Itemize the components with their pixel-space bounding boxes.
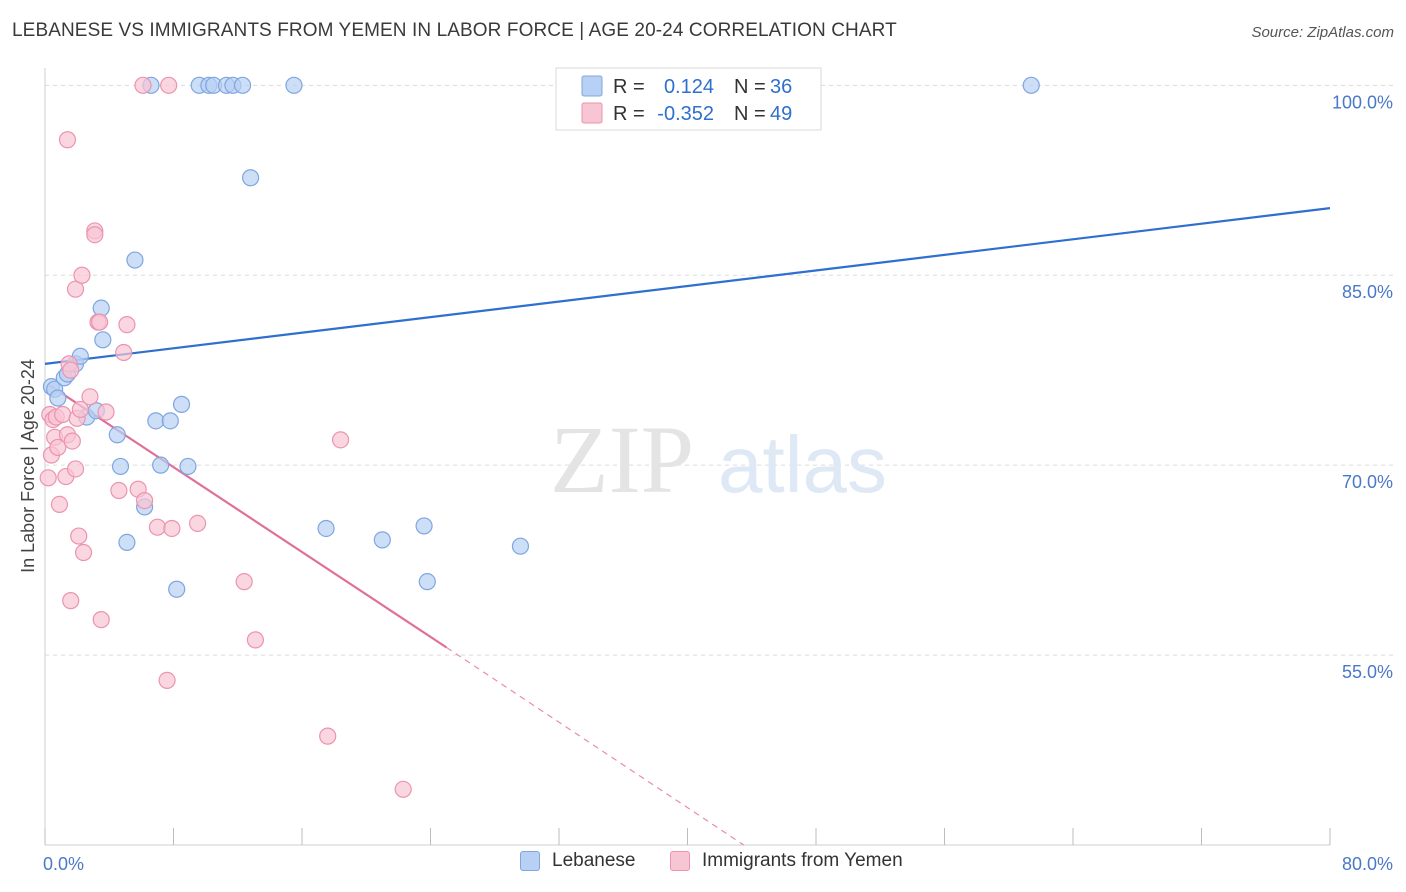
legend-swatch-pink: [581, 102, 603, 124]
point-blue-10: [94, 331, 112, 349]
point-blue-13: [118, 533, 136, 551]
legend-n-label-2: N =: [734, 103, 766, 125]
point-blue-29: [242, 169, 260, 187]
point-blue-17: [147, 412, 165, 430]
trend-line-blue: [44, 207, 1331, 365]
legend-n-value-2: 49: [770, 103, 792, 125]
point-pink-23: [81, 388, 99, 406]
point-pink-37: [158, 671, 176, 690]
point-blue-32: [373, 531, 391, 549]
point-pink-15: [63, 432, 81, 450]
point-pink-0: [39, 469, 57, 487]
point-pink-21: [73, 266, 91, 284]
y-tick-label-85: 85.0%: [1342, 282, 1393, 302]
x-tick-label-80: 80.0%: [1342, 854, 1393, 874]
point-blue-36: [1022, 76, 1040, 94]
legend-r-value-2: -0.352: [657, 103, 714, 125]
point-pink-42: [246, 631, 265, 649]
point-blue-34: [418, 573, 436, 591]
point-pink-34: [135, 492, 154, 510]
point-pink-13: [62, 361, 80, 379]
yemen-swatch: [670, 851, 690, 871]
y-tick-label-55: 55.0%: [1342, 662, 1393, 682]
watermark: ZIP atlas: [550, 406, 887, 513]
tick-labels: 55.0% 70.0% 85.0% 100.0% 0.0% 80.0%: [43, 92, 1393, 874]
point-pink-35: [134, 76, 152, 94]
legend-n-value-1: 36: [770, 76, 792, 98]
y-tick-label-100: 100.0%: [1332, 92, 1393, 112]
point-blue-30: [285, 76, 303, 94]
point-blue-35: [511, 537, 530, 555]
point-pink-43: [319, 727, 337, 745]
point-pink-11: [58, 131, 77, 149]
point-blue-31: [317, 519, 335, 538]
lebanese-swatch: [520, 851, 540, 871]
trend-line-extension-pink: [446, 646, 745, 846]
legend-item-lebanese[interactable]: Lebanese: [520, 850, 635, 872]
point-pink-25: [86, 226, 104, 244]
point-pink-32: [118, 316, 136, 334]
trend-lines: [44, 207, 1331, 846]
legend-swatch-blue: [581, 75, 603, 97]
point-pink-44: [331, 431, 350, 449]
point-pink-41: [235, 573, 253, 591]
correlation-legend: R = 0.124 N = 36 R = -0.352 N = 49: [555, 67, 822, 131]
x-tick-label-0: 0.0%: [43, 854, 84, 874]
point-pink-20: [71, 400, 89, 419]
point-pink-45: [394, 780, 412, 798]
point-pink-31: [115, 343, 133, 362]
point-pink-6: [49, 438, 67, 457]
point-blue-33: [415, 517, 433, 535]
point-blue-21: [172, 395, 191, 413]
point-pink-27: [91, 313, 109, 331]
point-pink-17: [66, 280, 85, 298]
point-pink-30: [110, 481, 128, 500]
point-blue-22: [179, 457, 197, 476]
point-blue-12: [111, 457, 130, 476]
point-blue-11: [108, 426, 126, 444]
legend-r-value-1: 0.124: [664, 76, 714, 98]
point-pink-19: [70, 527, 88, 545]
point-blue-19: [161, 412, 179, 430]
legend-n-label-1: N =: [734, 76, 766, 98]
point-pink-36: [148, 518, 167, 536]
point-pink-14: [62, 592, 80, 610]
point-pink-40: [188, 514, 207, 533]
point-pink-38: [160, 76, 178, 94]
point-pink-29: [97, 403, 115, 421]
y-axis-title: In Labor Force | Age 20-24: [18, 359, 38, 573]
point-blue-18: [152, 456, 170, 474]
point-pink-28: [92, 611, 110, 629]
legend-label-lebanese: Lebanese: [552, 850, 636, 871]
chart-title: LEBANESE VS IMMIGRANTS FROM YEMEN IN LAB…: [12, 20, 897, 41]
point-blue-2: [49, 389, 67, 407]
point-blue-14: [126, 251, 144, 269]
series-legend: Lebanese Immigrants from Yemen: [0, 850, 1406, 880]
trend-line-pink: [49, 384, 448, 649]
legend-r-label-1: R =: [613, 76, 645, 98]
watermark-zip: ZIP: [550, 406, 694, 513]
point-pink-22: [74, 543, 93, 562]
data-points: [39, 76, 1040, 798]
point-blue-20: [168, 580, 186, 598]
legend-label-yemen: Immigrants from Yemen: [702, 850, 903, 871]
point-blue-28: [233, 76, 252, 94]
point-pink-8: [54, 405, 72, 424]
legend-r-label-2: R =: [613, 103, 645, 125]
point-pink-16: [66, 460, 85, 478]
y-tick-label-70: 70.0%: [1342, 472, 1393, 492]
legend-item-yemen[interactable]: Immigrants from Yemen: [670, 850, 903, 872]
point-pink-39: [163, 519, 181, 538]
watermark-atlas: atlas: [718, 420, 887, 509]
point-pink-7: [50, 495, 69, 514]
source-label: Source: ZipAtlas.com: [1251, 24, 1394, 41]
